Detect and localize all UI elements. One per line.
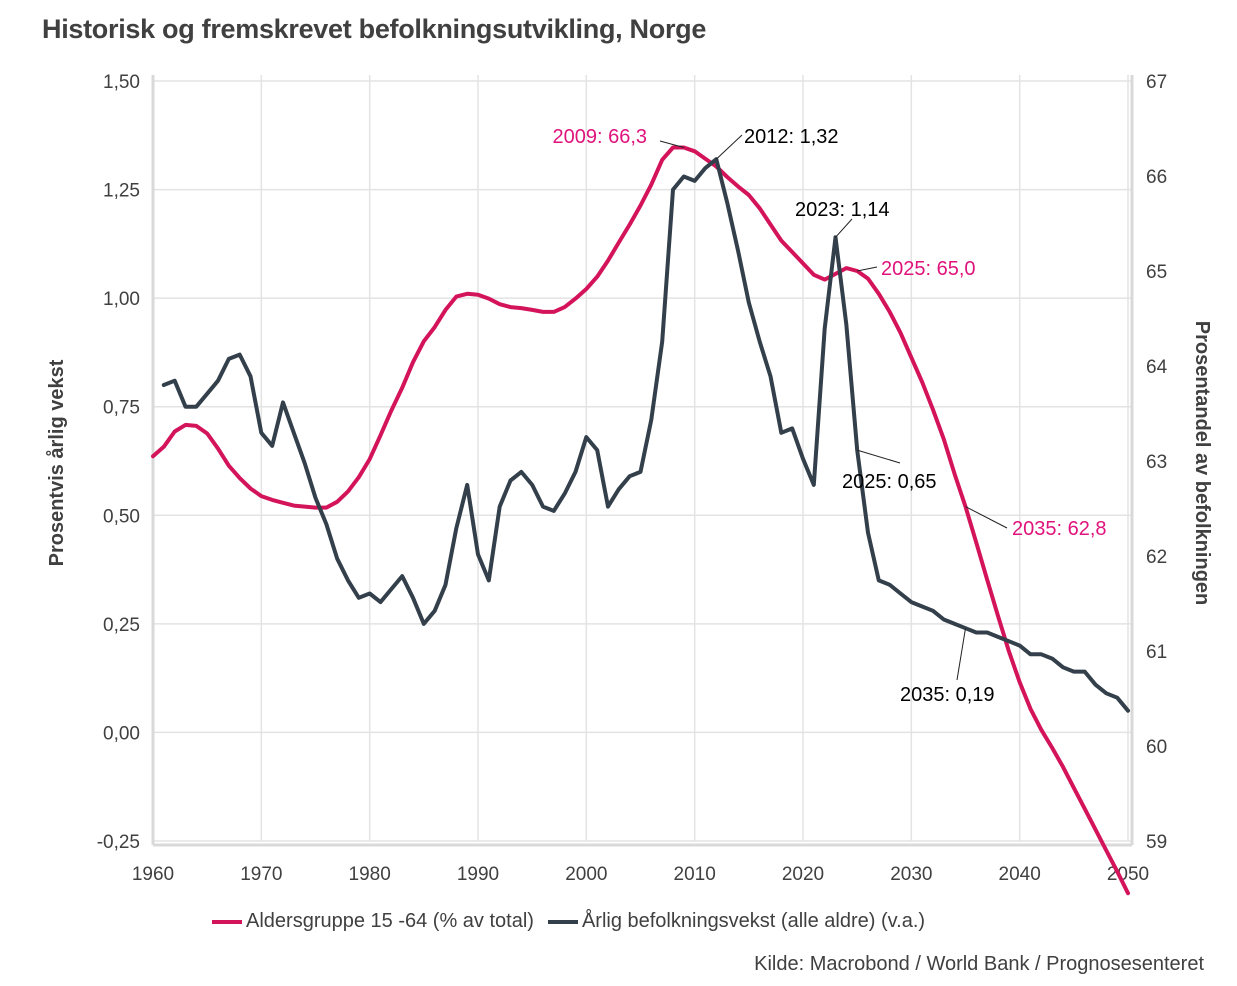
annotation-leader-line [857, 449, 901, 464]
y-right-tick-label: 59 [1146, 832, 1167, 853]
annotation: 2023: 1,14 [795, 199, 890, 238]
annotation: 2025: 0,65 [842, 449, 937, 493]
annotation: 2025: 65,0 [857, 258, 976, 280]
annotation-leader-line [857, 266, 878, 272]
y-axis-left-ticks: 1,50 1,25 1,00 0,75 0,50 0,25 0,00 -0,25 [97, 72, 140, 853]
series-1 [161, 157, 1130, 713]
annotation-label: 2025: 0,65 [842, 471, 937, 493]
x-tick-label: 1990 [457, 864, 499, 885]
annotation-label: 2035: 0,19 [900, 684, 995, 706]
y-left-tick-label: 1,00 [103, 289, 140, 310]
annotation-label: 2012: 1,32 [744, 126, 839, 148]
source-note: Kilde: Macrobond / World Bank / Prognose… [754, 953, 1204, 975]
annotation-leader-line [956, 628, 966, 681]
y-axis-right-title: Prosentandel av befolkningen [1191, 321, 1213, 606]
annotation-leader-line [659, 140, 684, 148]
y-left-tick-label: 1,50 [103, 72, 140, 93]
line-annual-growth [161, 157, 1130, 713]
axes [151, 75, 1134, 847]
annotation-label: 2035: 62,8 [1012, 518, 1107, 540]
annotation-label: 2009: 66,3 [552, 126, 647, 148]
series-lines [151, 145, 1130, 896]
y-left-tick-label: -0,25 [97, 832, 140, 853]
x-tick-label: 1980 [349, 864, 391, 885]
y-right-tick-label: 60 [1146, 737, 1167, 758]
legend-item-growth: Årlig befolkningsvekst (alle aldre) (v.a… [547, 910, 926, 933]
annotation: 2012: 1,32 [715, 126, 839, 160]
y-right-tick-label: 63 [1146, 452, 1167, 473]
legend-label: Aldersgruppe 15 -64 (% av total) [246, 910, 534, 932]
x-tick-label: 2040 [999, 864, 1041, 885]
legend-swatch-red [212, 919, 242, 924]
y-left-tick-label: 0,00 [103, 723, 140, 744]
y-right-tick-label: 62 [1146, 547, 1167, 568]
legend-swatch-dark [547, 919, 578, 924]
y-left-tick-label: 0,25 [103, 615, 140, 636]
series-0 [151, 145, 1130, 896]
y-axis-left-title: Prosentvis årlig vekst [45, 359, 68, 566]
x-tick-label: 2010 [674, 864, 716, 885]
y-left-tick-label: 0,50 [103, 506, 140, 527]
line-age-group-15-64 [151, 145, 1130, 896]
annotation: 2035: 62,8 [965, 506, 1107, 540]
y-right-tick-label: 66 [1146, 167, 1167, 188]
y-right-tick-label: 61 [1146, 642, 1167, 663]
legend-label: Årlig befolkningsvekst (alle aldre) (v.a… [581, 910, 926, 932]
annotation-leader-line [715, 134, 743, 160]
y-right-tick-label: 64 [1146, 357, 1168, 378]
annotations: 2009: 66,3 2012: 1,32 2023: 1,14 2025: 65,0… [552, 126, 1106, 706]
x-tick-label: 1970 [240, 864, 282, 885]
chart-title: Historisk og fremskrevet befolkningsutvi… [42, 14, 707, 44]
annotation-label: 2023: 1,14 [795, 199, 890, 221]
y-right-tick-label: 67 [1146, 72, 1167, 93]
x-tick-label: 2030 [890, 864, 932, 885]
y-left-tick-label: 1,25 [103, 181, 140, 202]
legend: Aldersgruppe 15 -64 (% av total) Årlig b… [212, 910, 939, 933]
x-axis-ticks: 1960 1970 1980 1990 2000 2010 2020 2030 2040 2050 [132, 864, 1149, 885]
annotation-leader-line [835, 218, 853, 238]
x-tick-label: 2000 [565, 864, 607, 885]
x-tick-label: 1960 [132, 864, 174, 885]
x-tick-label: 2020 [782, 864, 824, 885]
y-right-tick-label: 65 [1146, 262, 1167, 283]
annotation-label: 2025: 65,0 [881, 258, 976, 280]
annotation: 2035: 0,19 [900, 628, 995, 706]
y-left-tick-label: 0,75 [103, 398, 140, 419]
annotation-leader-line [965, 506, 1008, 529]
legend-item-age-group: Aldersgruppe 15 -64 (% av total) [212, 910, 534, 933]
annotation: 2009: 66,3 [552, 126, 684, 148]
y-axis-right-ticks: 67 66 65 64 63 62 61 60 59 [1146, 72, 1168, 853]
